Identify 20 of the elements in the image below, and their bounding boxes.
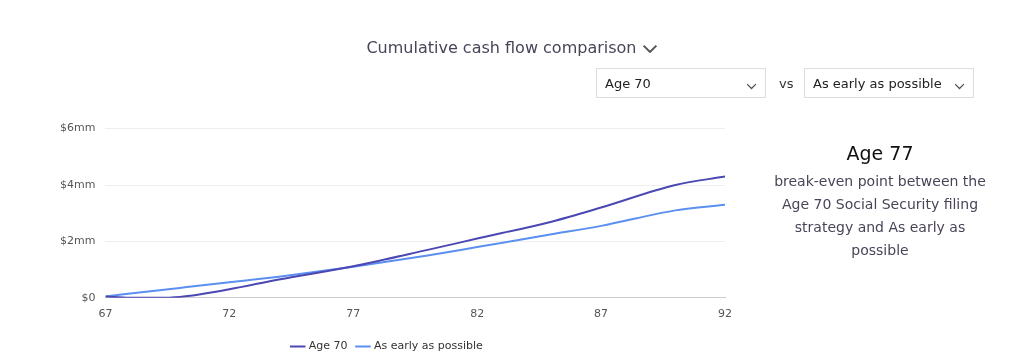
text: Age 77 bbox=[845, 142, 915, 164]
x-tick-label: 67 bbox=[98, 307, 113, 321]
chart-title: Cumulative cash flow comparison bbox=[366, 38, 637, 57]
y-tick-label: $0 bbox=[81, 290, 96, 304]
line-series bbox=[105, 203, 725, 298]
x-tick-label: 82 bbox=[470, 307, 485, 321]
x-tick-label: 77 bbox=[346, 307, 361, 321]
x-tick-label: 87 bbox=[594, 307, 609, 321]
text: vs bbox=[779, 76, 794, 91]
legend-label: Age 70 bbox=[308, 339, 348, 353]
y-tick-label: $6mm bbox=[59, 121, 96, 135]
text: break-even point between the Age 70 Social Security filing strategy and As early as possible bbox=[773, 172, 987, 260]
x-tick-label: 72 bbox=[222, 307, 237, 321]
y-tick-label: $2mm bbox=[59, 234, 96, 248]
text: As early as possible bbox=[813, 76, 942, 91]
y-tick-label: $4mm bbox=[59, 177, 96, 191]
legend-label: As early as possible bbox=[373, 339, 484, 353]
line-series bbox=[105, 175, 725, 298]
x-tick-label: 92 bbox=[718, 307, 732, 321]
text: Age 70 bbox=[605, 76, 651, 91]
